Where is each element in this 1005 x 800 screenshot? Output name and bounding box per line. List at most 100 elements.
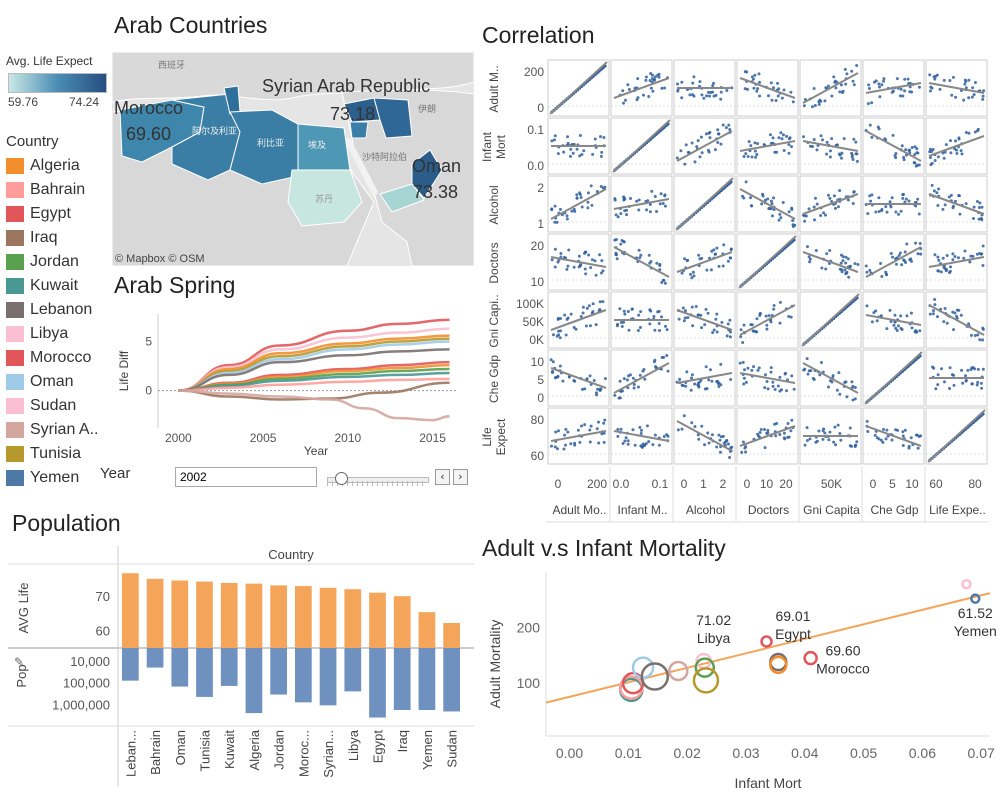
correlation-cell[interactable]: [736, 349, 799, 407]
correlation-cell[interactable]: [673, 291, 736, 349]
correlation-cell[interactable]: [673, 117, 736, 175]
population-bar[interactable]: [295, 648, 312, 703]
population-bar[interactable]: [220, 648, 238, 686]
map-region-libya[interactable]: [229, 109, 299, 185]
correlation-cell[interactable]: [673, 407, 736, 465]
correlation-cell[interactable]: [925, 291, 988, 349]
life-diff-series-line[interactable]: [178, 334, 450, 392]
correlation-cell[interactable]: [799, 407, 862, 465]
country-legend-item[interactable]: Oman: [6, 371, 74, 393]
avg-life-bar[interactable]: [418, 612, 436, 648]
avg-life-bar[interactable]: [220, 582, 238, 648]
population-bar[interactable]: [319, 648, 337, 706]
avg-life-bar[interactable]: [122, 573, 139, 648]
country-legend-item[interactable]: Iraq: [6, 227, 58, 249]
correlation-cell[interactable]: [736, 407, 799, 465]
correlation-cell[interactable]: [862, 175, 925, 233]
push-pin-icon[interactable]: ✎: [14, 655, 24, 669]
correlation-cell[interactable]: [862, 349, 925, 407]
life-diff-series-line[interactable]: [178, 377, 450, 392]
correlation-cell[interactable]: [862, 407, 925, 465]
correlation-cell[interactable]: [547, 407, 610, 465]
correlation-cell[interactable]: [799, 59, 862, 117]
correlation-cell[interactable]: [925, 175, 988, 233]
correlation-cell[interactable]: [799, 117, 862, 175]
correlation-cell[interactable]: [610, 59, 673, 117]
map-region-jordan[interactable]: [349, 121, 369, 139]
avg-life-bar[interactable]: [393, 596, 411, 648]
correlation-cell[interactable]: [610, 349, 673, 407]
correlation-cell[interactable]: [736, 233, 799, 291]
country-bubble[interactable]: [640, 662, 670, 691]
correlation-cell[interactable]: [925, 407, 988, 465]
correlation-cell[interactable]: [799, 349, 862, 407]
year-prev-button[interactable]: ‹: [435, 469, 450, 485]
correlation-cell[interactable]: [736, 59, 799, 117]
avg-life-bar[interactable]: [295, 586, 312, 648]
correlation-cell[interactable]: [673, 349, 736, 407]
country-legend-item[interactable]: Syrian A..: [6, 419, 98, 441]
country-bubble[interactable]: [692, 667, 720, 694]
country-legend-item[interactable]: Algeria: [6, 155, 80, 177]
population-bar[interactable]: [122, 648, 139, 681]
correlation-cell[interactable]: [862, 59, 925, 117]
correlation-cell[interactable]: [736, 175, 799, 233]
population-bar[interactable]: [393, 648, 411, 711]
avg-life-bar[interactable]: [270, 585, 287, 648]
correlation-cell[interactable]: [673, 233, 736, 291]
correlation-cell[interactable]: [736, 291, 799, 349]
population-bar[interactable]: [270, 648, 287, 695]
arab-spring-line-chart[interactable]: 0 5 2000 2005 2010 2015 Year Life Diff: [112, 308, 474, 460]
avg-life-bar[interactable]: [245, 583, 263, 648]
country-legend-item[interactable]: Kuwait: [6, 275, 78, 297]
map-region-oman[interactable]: [411, 149, 443, 199]
life-diff-series-line[interactable]: [178, 340, 450, 392]
correlation-cell[interactable]: [799, 233, 862, 291]
correlation-cell[interactable]: [925, 349, 988, 407]
population-bar[interactable]: [196, 648, 213, 697]
avg-life-bar[interactable]: [369, 592, 386, 648]
country-bubble[interactable]: [694, 657, 716, 678]
year-slider-thumb[interactable]: [335, 472, 348, 485]
population-bar[interactable]: [443, 648, 460, 712]
avg-life-bar[interactable]: [443, 622, 460, 648]
country-legend-item[interactable]: Lebanon: [6, 299, 92, 321]
population-bar-chart[interactable]: Country 60 70 10,000 100,000 1,000,000 AVG Lif…: [8, 546, 474, 786]
country-legend-item[interactable]: Tunisia: [6, 443, 81, 465]
correlation-cell[interactable]: [862, 291, 925, 349]
country-legend-item[interactable]: Yemen: [6, 467, 79, 489]
avg-life-bar[interactable]: [146, 578, 164, 648]
correlation-cell[interactable]: [925, 233, 988, 291]
avg-life-bar[interactable]: [344, 589, 362, 648]
correlation-cell[interactable]: [673, 175, 736, 233]
correlation-cell[interactable]: [610, 291, 673, 349]
correlation-cell[interactable]: [547, 291, 610, 349]
avg-life-bar[interactable]: [171, 580, 189, 648]
life-diff-series-line[interactable]: [178, 371, 450, 392]
correlation-cell[interactable]: [610, 407, 673, 465]
country-bubble[interactable]: [769, 655, 788, 675]
population-bar[interactable]: [418, 648, 436, 711]
correlation-cell[interactable]: [547, 175, 610, 233]
correlation-cell[interactable]: [610, 233, 673, 291]
life-diff-series-line[interactable]: [178, 348, 450, 392]
population-bar[interactable]: [171, 648, 189, 687]
map-region-iraq[interactable]: [373, 97, 413, 139]
correlation-cell[interactable]: [925, 59, 988, 117]
country-legend-item[interactable]: Morocco: [6, 347, 91, 369]
arab-countries-map[interactable]: 西班牙 伊朗 沙特阿拉伯 阿尔及利亚 利比亚 埃及 苏丹 Morocco 69.…: [112, 52, 474, 266]
correlation-cell[interactable]: [799, 291, 862, 349]
adult-infant-scatter-chart[interactable]: 0.00 0.01 0.02 0.03 0.04 0.05 0.06 0.07 100 200 In…: [476, 566, 998, 796]
population-bar[interactable]: [344, 648, 362, 692]
population-bar[interactable]: [369, 648, 386, 718]
country-legend-item[interactable]: Libya: [6, 323, 68, 345]
correlation-cell[interactable]: [547, 117, 610, 175]
population-bar[interactable]: [245, 648, 263, 714]
country-bubble[interactable]: [961, 578, 972, 590]
country-bubble[interactable]: [668, 660, 689, 682]
correlation-cell[interactable]: [736, 117, 799, 175]
correlation-cell[interactable]: [673, 59, 736, 117]
avg-life-bar[interactable]: [196, 581, 213, 648]
correlation-cell[interactable]: [799, 175, 862, 233]
